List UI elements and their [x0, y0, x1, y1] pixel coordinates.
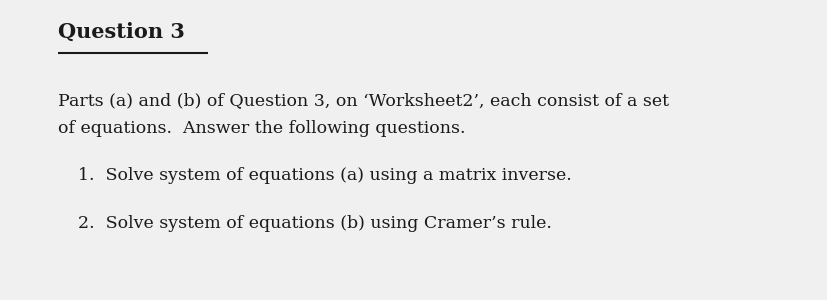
Text: 2.  Solve system of equations (b) using Cramer’s rule.: 2. Solve system of equations (b) using C…: [78, 215, 552, 232]
Text: Parts (a) and (b) of Question 3, on ‘Worksheet2’, each consist of a set: Parts (a) and (b) of Question 3, on ‘Wor…: [58, 92, 668, 109]
Text: 1.  Solve system of equations (a) using a matrix inverse.: 1. Solve system of equations (a) using a…: [78, 167, 571, 184]
Text: of equations.  Answer the following questions.: of equations. Answer the following quest…: [58, 120, 465, 137]
Text: Question 3: Question 3: [58, 22, 184, 42]
